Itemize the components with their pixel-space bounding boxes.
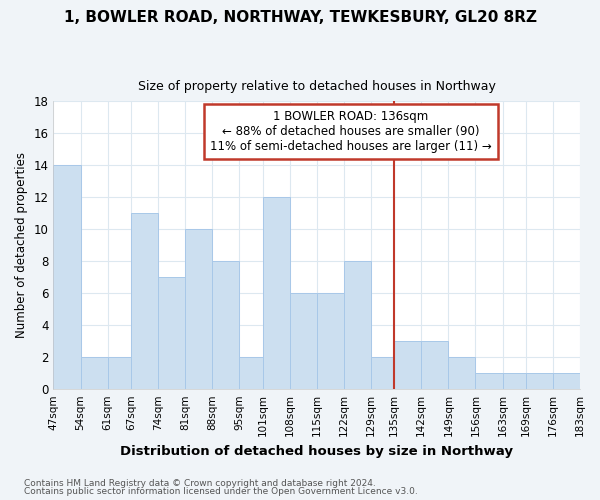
- Bar: [421, 341, 448, 389]
- Bar: [212, 261, 239, 389]
- Y-axis label: Number of detached properties: Number of detached properties: [15, 152, 28, 338]
- Bar: [317, 293, 344, 389]
- Bar: [158, 277, 185, 389]
- Bar: [290, 293, 317, 389]
- Title: Size of property relative to detached houses in Northway: Size of property relative to detached ho…: [138, 80, 496, 93]
- Bar: [394, 341, 421, 389]
- Text: Contains HM Land Registry data © Crown copyright and database right 2024.: Contains HM Land Registry data © Crown c…: [24, 478, 376, 488]
- Bar: [503, 373, 526, 389]
- Bar: [185, 229, 212, 389]
- Bar: [263, 197, 290, 389]
- Bar: [53, 165, 80, 389]
- Bar: [475, 373, 503, 389]
- X-axis label: Distribution of detached houses by size in Northway: Distribution of detached houses by size …: [120, 444, 513, 458]
- Bar: [80, 357, 107, 389]
- Bar: [526, 373, 553, 389]
- Bar: [239, 357, 263, 389]
- Bar: [107, 357, 131, 389]
- Bar: [448, 357, 475, 389]
- Bar: [371, 357, 394, 389]
- Bar: [553, 373, 580, 389]
- Bar: [344, 261, 371, 389]
- Text: Contains public sector information licensed under the Open Government Licence v3: Contains public sector information licen…: [24, 487, 418, 496]
- Text: 1, BOWLER ROAD, NORTHWAY, TEWKESBURY, GL20 8RZ: 1, BOWLER ROAD, NORTHWAY, TEWKESBURY, GL…: [64, 10, 536, 25]
- Text: 1 BOWLER ROAD: 136sqm
← 88% of detached houses are smaller (90)
11% of semi-deta: 1 BOWLER ROAD: 136sqm ← 88% of detached …: [210, 110, 492, 153]
- Bar: [131, 213, 158, 389]
